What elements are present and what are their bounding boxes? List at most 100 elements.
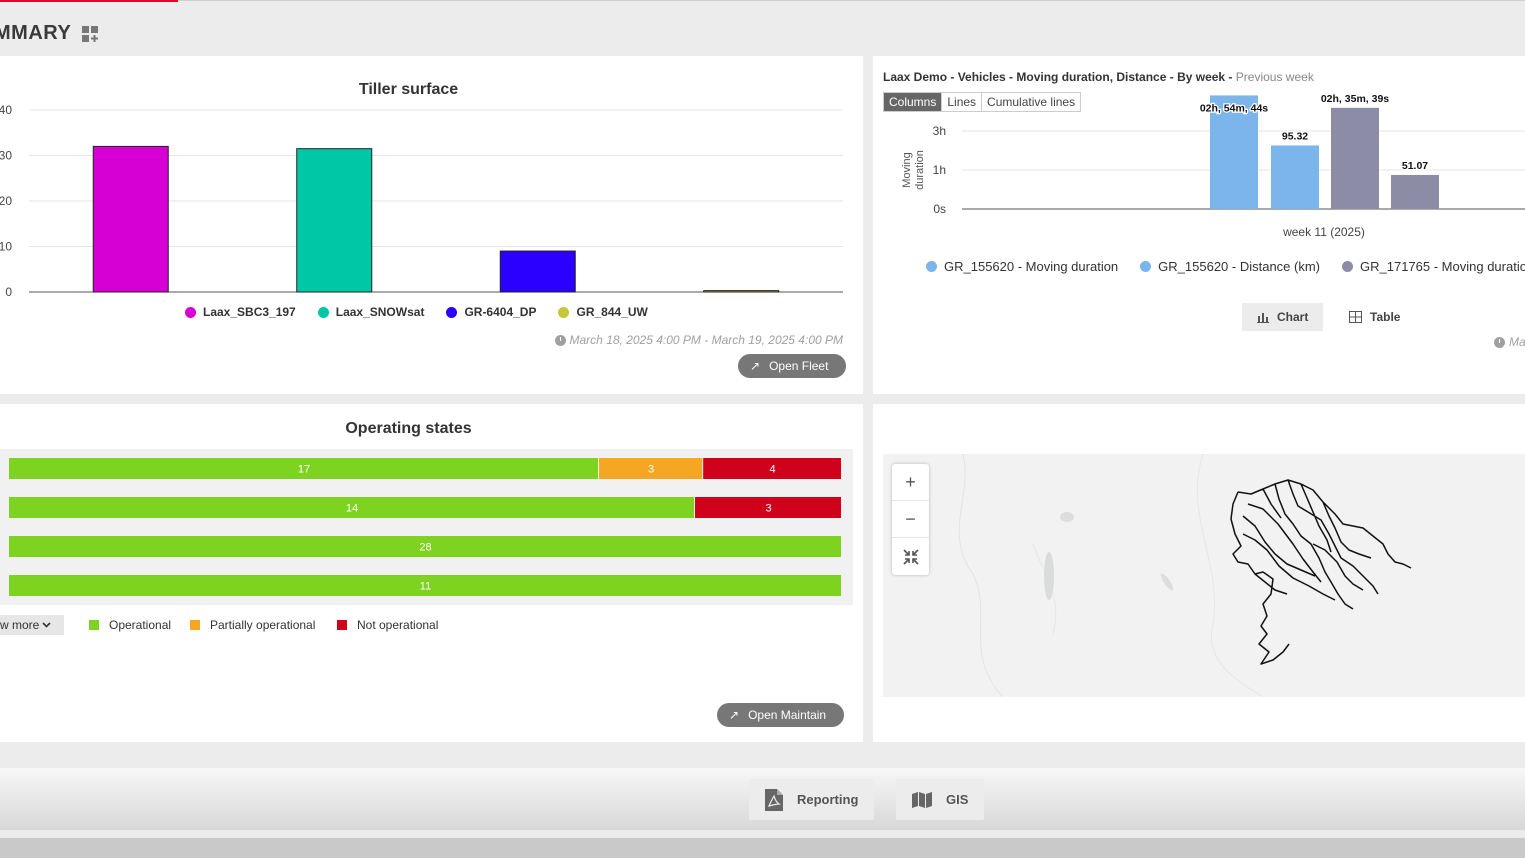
- button-label: w more: [0, 618, 40, 632]
- map-zoom-controls: + −: [892, 464, 929, 575]
- toggle-cumulative-lines[interactable]: Cumulative lines: [982, 93, 1081, 111]
- dashboard-grid-icon[interactable]: [82, 26, 98, 42]
- data-label: 95.32: [1282, 130, 1308, 142]
- state-bar-label: 4: [770, 464, 776, 476]
- legend-item-gr155620-duration[interactable]: GR_155620 - Moving duration: [926, 259, 1118, 274]
- state-bar-operational: [9, 458, 599, 479]
- clock-icon: [1494, 336, 1505, 348]
- timestamp-text: March 18, 2025 4:00 PM - March 19, 2025 …: [569, 333, 843, 347]
- table-view-button[interactable]: Table: [1334, 303, 1415, 331]
- state-bar-operational: [9, 497, 694, 518]
- page-title: MMARY: [0, 22, 72, 44]
- legend-item-gr-844[interactable]: GR_844_UW: [558, 305, 648, 319]
- chevron-down-icon: [42, 622, 51, 628]
- bar-chart-icon: [1257, 313, 1269, 323]
- legend-item-operational[interactable]: Operational: [89, 618, 171, 632]
- y-tick-label: 10: [0, 240, 12, 254]
- button-label: Open Maintain: [748, 708, 827, 722]
- state-bar-partially-operational: [599, 458, 703, 479]
- y-tick-label: 30: [0, 149, 12, 163]
- y-axis-label-line2: duration: [914, 150, 926, 190]
- legend-item-gr155620-distance[interactable]: GR_155620 - Distance (km): [1140, 259, 1320, 274]
- toggle-columns[interactable]: Columns: [884, 93, 943, 111]
- tiller-title: Tiller surface: [358, 81, 459, 98]
- legend-item-not-operational[interactable]: Not operational: [337, 618, 438, 632]
- vehicles-timestamp: Ma: [1494, 335, 1525, 349]
- state-bar-not-operational: [695, 497, 841, 518]
- y-axis-label-line1: Moving: [901, 152, 913, 187]
- operating-states-card: Operating states 17 3 4 14 3 28 11 w more Oper…: [0, 404, 863, 742]
- vehicles-title-period: Previous week: [1235, 70, 1314, 84]
- button-label: Chart: [1277, 310, 1309, 324]
- legend-label: Laax_SBC3_197: [203, 305, 296, 319]
- vehicles-chart: 0s 1h 3h Moving duration 02h, 54m, 44s 95.32 02…: [901, 92, 1525, 239]
- vehicle-bar-1: [1271, 145, 1319, 209]
- operating-states-title: Operating states: [345, 420, 472, 437]
- button-label: Reporting: [797, 792, 859, 807]
- toggle-lines[interactable]: Lines: [942, 93, 983, 111]
- y-tick-label: 0: [5, 285, 12, 299]
- open-maintain-button[interactable]: ↗ Open Maintain: [717, 703, 845, 727]
- data-label: 51.07: [1402, 160, 1428, 172]
- legend-label: GR_844_UW: [576, 305, 648, 319]
- vehicles-title-main: Laax Demo - Vehicles - Moving duration, …: [883, 70, 1233, 84]
- bar-GR_844_UW: [703, 290, 780, 293]
- map-view[interactable]: + −: [883, 454, 1525, 697]
- vehicles-legend: GR_155620 - Moving duration GR_155620 - …: [926, 259, 1525, 274]
- legend-item-laax-snowsat[interactable]: Laax_SNOWsat: [317, 305, 425, 319]
- legend-label: GR_155620 - Moving duration: [944, 259, 1119, 274]
- state-bar-operational: [9, 536, 841, 557]
- active-tab-indicator: [0, 0, 178, 2]
- button-label: Open Fleet: [769, 359, 829, 373]
- legend-item-gr171765-duration[interactable]: GR_171765 - Moving duratio: [1342, 259, 1525, 274]
- show-more-button[interactable]: w more: [0, 615, 64, 635]
- legend-item-gr-6404[interactable]: GR-6404_DP: [446, 305, 536, 319]
- bar-Laax_SBC3_197: [92, 145, 169, 293]
- data-label: 02h, 54m, 44s: [1200, 102, 1268, 114]
- bottom-strip: [0, 838, 1525, 858]
- reporting-button[interactable]: Reporting: [749, 779, 875, 820]
- gis-button[interactable]: GIS: [896, 779, 985, 820]
- map-terrain: [958, 454, 1412, 697]
- y-tick-label: 0s: [933, 202, 946, 216]
- vehicles-title: Laax Demo - Vehicles - Moving duration, …: [883, 70, 1314, 84]
- chart-view-button[interactable]: Chart: [1242, 303, 1324, 331]
- legend-label: Operational: [109, 618, 172, 632]
- chart-type-toggle: Columns Lines Cumulative lines: [883, 92, 1082, 112]
- legend-label: GR_155620 - Distance (km): [1158, 259, 1321, 274]
- state-bar-label: 14: [346, 503, 358, 515]
- vehicle-bar-2: [1331, 107, 1379, 209]
- arrow-up-right-icon: ↗: [750, 359, 761, 373]
- zoom-out-button[interactable]: −: [892, 501, 929, 538]
- legend-item-partially-operational[interactable]: Partially operational: [190, 618, 315, 632]
- legend-label: Partially operational: [210, 618, 316, 632]
- y-tick-label: 40: [0, 103, 12, 117]
- map-icon: [912, 791, 932, 808]
- clock-icon: [554, 334, 566, 346]
- legend-label: GR-6404_DP: [464, 305, 537, 319]
- legend-label: GR_171765 - Moving duratio: [1360, 259, 1525, 274]
- tiller-surface-chart: 0 10 20 30 40: [0, 103, 843, 299]
- tiller-legend: Laax_SBC3_197 Laax_SNOWsat GR-6404_DP GR…: [185, 305, 648, 319]
- y-tick-label: 20: [0, 194, 12, 208]
- zoom-in-button[interactable]: +: [892, 464, 929, 501]
- bar-GR-6404_DP: [499, 250, 576, 293]
- state-bar-label: 28: [419, 542, 431, 554]
- table-icon: [1349, 311, 1362, 323]
- timestamp-text: Ma: [1509, 335, 1525, 349]
- collapse-arrows-icon: [902, 548, 919, 565]
- legend-label: Laax_SNOWsat: [335, 305, 425, 319]
- operating-states-chart: 17 3 4 14 3 28 11: [9, 458, 841, 596]
- y-tick-label: 3h: [933, 124, 946, 138]
- fit-bounds-button[interactable]: [892, 538, 929, 575]
- state-bar-label: 17: [298, 464, 310, 476]
- legend-item-laax-sbc3[interactable]: Laax_SBC3_197: [185, 305, 296, 319]
- open-fleet-button[interactable]: ↗ Open Fleet: [738, 354, 847, 378]
- top-divider: [0, 0, 1525, 1]
- tiller-timestamp: March 18, 2025 4:00 PM - March 19, 2025 …: [554, 333, 843, 347]
- arrow-up-right-icon: ↗: [729, 708, 740, 722]
- vehicles-card: Laax Demo - Vehicles - Moving duration, …: [873, 56, 1525, 394]
- state-bar-label: 3: [648, 464, 654, 476]
- data-label: 02h, 35m, 39s: [1321, 93, 1389, 105]
- bar-Laax_SNOWsat: [296, 148, 373, 293]
